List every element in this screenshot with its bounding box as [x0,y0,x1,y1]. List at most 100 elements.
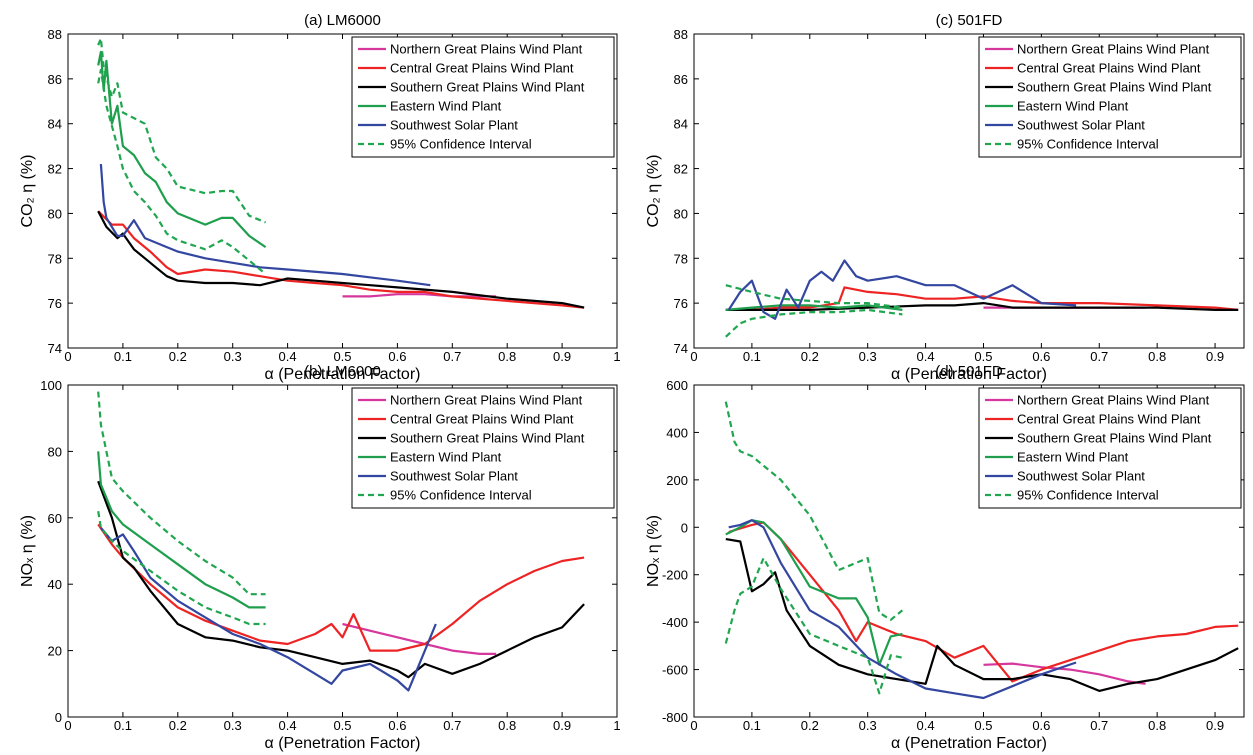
legend-label-sw: Southwest Solar Plant [390,118,518,133]
y-tick-label: 78 [48,251,62,266]
x-tick-label: 0.7 [443,718,461,733]
legend: Northern Great Plains Wind Plant Central … [978,36,1242,158]
series-line-ci [97,391,266,596]
y-tick-label: 84 [48,117,62,132]
legend-label-east: Eastern Wind Plant [390,450,502,465]
x-tick-label: 0.1 [114,349,132,364]
y-tick-label: 100 [40,378,62,393]
x-tick-label: 0.3 [224,718,242,733]
chart-title: (a) LM6000 [304,12,381,29]
x-tick-label: 0.7 [1090,349,1108,364]
y-tick-label: 82 [674,162,688,177]
legend-label-cgp: Central Great Plains Wind Plant [1017,412,1201,427]
y-tick-label: 80 [48,206,62,221]
legend-label-sgp: Southern Great Plains Wind Plant [1017,431,1212,446]
legend-box [978,36,1242,158]
y-tick-label: 88 [48,27,62,42]
x-tick-label: 0.4 [279,349,297,364]
series-line-sgp [725,538,1239,692]
legend-label-sgp: Southern Great Plains Wind Plant [1017,80,1212,95]
series-line-sgp [97,210,585,309]
x-tick-label: 0.5 [333,718,351,733]
x-axis-label: α (Penetration Factor) [265,735,421,752]
x-tick-label: 0.3 [224,349,242,364]
series-line-east [97,451,266,609]
legend-label-sw: Southwest Solar Plant [390,469,518,484]
series-group [725,259,1239,338]
series-line-ci-lower [97,511,266,626]
y-tick-label: 200 [666,473,688,488]
x-tick-label: 0.1 [743,718,761,733]
chart-panel-c: (c) 501FD 0 0.1 0.2 0.3 0.4 0.5 0.6 0.7 0.8 0.9 74 7… [645,12,1245,383]
y-tick-label: 82 [48,162,62,177]
x-tick-label: 0.7 [1090,718,1108,733]
y-tick-label: 20 [48,644,62,659]
legend: Northern Great Plains Wind Plant Central … [978,387,1242,509]
y-tick-label: -200 [662,568,688,583]
legend-label-east: Eastern Wind Plant [390,99,502,114]
x-tick-label: 0.6 [1032,349,1050,364]
legend: Northern Great Plains Wind Plant Central … [351,36,615,158]
series-line-sgp [97,480,585,679]
series-line-cgp [725,286,1239,311]
series-line-ci [724,401,904,621]
x-tick-label: 0.8 [1148,349,1166,364]
legend-label-sw: Southwest Solar Plant [1017,469,1145,484]
series-line-east [725,304,903,311]
series-group [97,391,585,692]
legend-label-ngp: Northern Great Plains Wind Plant [1017,42,1210,57]
legend-label-ci: 95% Confidence Interval [390,488,532,503]
series-line-sw [99,164,431,287]
y-tick-label: 86 [48,72,62,87]
y-tick-label: -600 [662,663,688,678]
chart-title: (b) LM6000 [304,363,381,380]
x-tick-label: 0.2 [169,349,187,364]
x-tick-label: 0 [690,349,697,364]
x-tick-label: 0.9 [1206,718,1224,733]
y-tick-label: 76 [48,296,62,311]
series-line-cgp [728,521,1239,683]
y-tick-label: 40 [48,577,62,592]
y-tick-label: -800 [662,710,688,725]
x-tick-label: 0.8 [1148,718,1166,733]
y-axis-label: NOₓ η (%) [645,515,662,587]
x-tick-label: 0.2 [801,718,819,733]
legend-label-east: Eastern Wind Plant [1017,450,1129,465]
series-line-sw [728,519,1077,700]
x-tick-label: 0.2 [801,349,819,364]
x-tick-label: 0.6 [388,349,406,364]
y-tick-label: 76 [674,296,688,311]
x-tick-label: 0 [64,718,71,733]
x-tick-label: 0.8 [498,718,516,733]
series-group [97,37,585,309]
x-tick-label: 0.4 [279,718,297,733]
legend: Northern Great Plains Wind Plant Central … [351,387,615,509]
y-axis-label: CO₂ η (%) [19,155,36,228]
legend-label-ci: 95% Confidence Interval [1017,488,1159,503]
x-tick-label: 0.6 [388,718,406,733]
chart-panel-a: (a) LM6000 0 0.1 0.2 0.3 0.4 0.5 0.6 0.7 0.8 0.9 1 7… [19,12,621,383]
x-tick-label: 0.1 [114,718,132,733]
x-tick-label: 0.5 [974,718,992,733]
chart-panel-d: (d) 501FD 0 0.1 0.2 0.3 0.4 0.5 0.6 0.7 0.8 0.9 -80… [645,363,1245,752]
x-tick-label: 0.6 [1032,718,1050,733]
series-line-east [97,50,267,249]
series-line-ngp [983,662,1146,685]
x-tick-label: 0.2 [169,718,187,733]
series-line-sw [727,259,1077,320]
legend-box [351,36,615,158]
legend-box [978,387,1242,509]
series-line-cgp [97,210,585,309]
y-tick-label: 74 [674,341,688,356]
y-tick-label: 78 [674,251,688,266]
legend-label-cgp: Central Great Plains Wind Plant [1017,61,1201,76]
x-tick-label: 0.7 [443,349,461,364]
y-tick-label: 0 [681,520,688,535]
y-axis-label: NOₓ η (%) [19,515,36,587]
chart-title: (c) 501FD [936,12,1003,29]
y-tick-label: 74 [48,341,62,356]
legend-label-sgp: Southern Great Plains Wind Plant [390,80,585,95]
x-axis-label: α (Penetration Factor) [891,366,1047,383]
